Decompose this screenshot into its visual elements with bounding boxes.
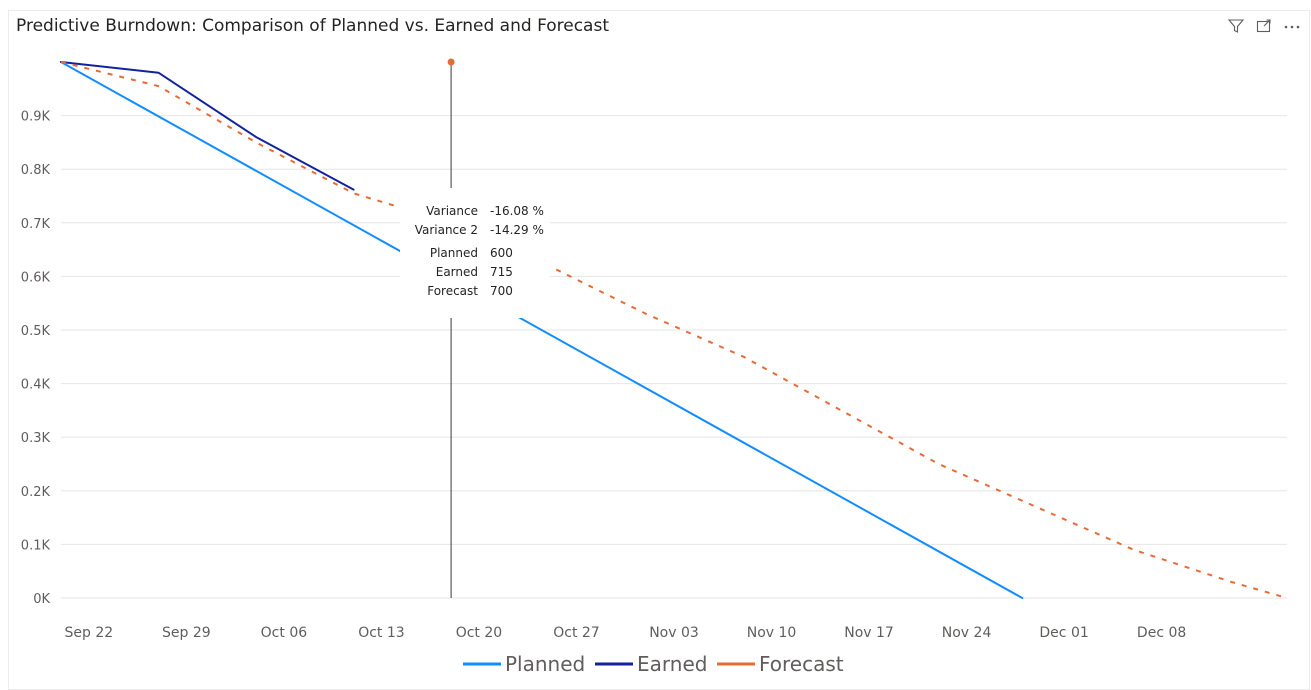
tooltip-label: Variance 2 xyxy=(414,223,478,237)
x-tick-label: Nov 17 xyxy=(844,625,894,641)
tooltip-row: Variance 2 -14.29 % xyxy=(400,223,550,241)
x-tick-label: Sep 29 xyxy=(162,625,211,641)
tooltip-value: 700 xyxy=(490,284,513,298)
gridlines xyxy=(61,115,1287,599)
series-line-forecast xyxy=(60,61,1288,599)
x-tick-label: Nov 10 xyxy=(747,625,797,641)
series-line-earned xyxy=(60,61,355,191)
x-tick-label: Nov 03 xyxy=(649,625,699,641)
data-tooltip: Variance -16.08 % Variance 2 -14.29 % Planne… xyxy=(400,188,550,318)
tooltip-label: Variance xyxy=(426,204,478,218)
y-tick-label: 0K xyxy=(33,592,50,607)
x-tick-label: Oct 13 xyxy=(358,625,404,641)
tooltip-value: -16.08 % xyxy=(490,204,544,218)
x-tick-label: Oct 27 xyxy=(553,625,599,641)
more-options-icon[interactable] xyxy=(1283,18,1301,34)
x-tick-label: Sep 22 xyxy=(65,625,114,641)
chart-visual xyxy=(8,10,1310,690)
y-tick-label: 0.7K xyxy=(21,217,51,232)
visual-header-icons xyxy=(1227,18,1301,34)
tooltip-value: -14.29 % xyxy=(490,223,544,237)
legend-label-planned: Planned xyxy=(505,652,585,676)
series-lines xyxy=(60,61,1288,599)
hover-marker xyxy=(447,58,455,66)
y-tick-label: 0.3K xyxy=(21,431,51,446)
x-tick-label: Oct 06 xyxy=(261,625,308,641)
x-axis: Sep 22 Sep 29 Oct 06 Oct 13 Oct 20 Oct 27 Nov … xyxy=(65,625,1187,641)
filter-icon[interactable] xyxy=(1227,18,1245,34)
y-tick-label: 0.9K xyxy=(21,110,51,125)
y-tick-label: 0.5K xyxy=(21,324,51,339)
tooltip-label: Planned xyxy=(429,246,478,260)
tooltip-row: Earned 715 xyxy=(400,265,550,283)
tooltip-label: Earned xyxy=(435,265,478,279)
y-tick-label: 0.2K xyxy=(21,485,51,500)
y-tick-label: 0.8K xyxy=(21,163,51,178)
chart-title: Predictive Burndown: Comparison of Plann… xyxy=(16,16,609,36)
y-tick-label: 0.4K xyxy=(21,378,51,393)
tooltip-label: Forecast xyxy=(427,284,478,298)
hover-indicator xyxy=(447,58,455,598)
x-tick-label: Oct 20 xyxy=(456,625,502,641)
tooltip-row: Planned 600 xyxy=(400,246,550,264)
tooltip-row: Forecast 700 xyxy=(400,284,550,302)
legend-label-forecast: Forecast xyxy=(759,652,844,676)
focus-mode-icon[interactable] xyxy=(1255,18,1273,34)
legend: Planned Earned Forecast xyxy=(463,652,844,676)
x-tick-label: Dec 08 xyxy=(1137,625,1186,641)
y-axis: 0K 0.1K 0.2K 0.3K 0.4K 0.5K 0.6K 0.7K 0.8K 0.9K xyxy=(21,110,51,607)
tooltip-row: Variance -16.08 % xyxy=(400,204,550,222)
tooltip-value: 600 xyxy=(490,246,513,260)
series-line-planned xyxy=(60,61,1024,599)
x-tick-label: Nov 24 xyxy=(942,625,992,641)
y-tick-label: 0.6K xyxy=(21,270,51,285)
x-tick-label: Dec 01 xyxy=(1039,625,1088,641)
tooltip-value: 715 xyxy=(490,265,513,279)
y-tick-label: 0.1K xyxy=(21,538,51,553)
legend-label-earned: Earned xyxy=(637,652,707,676)
